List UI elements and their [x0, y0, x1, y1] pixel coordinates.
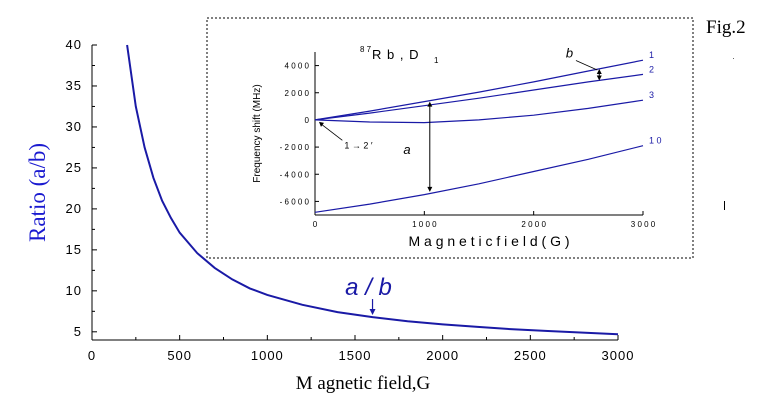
- b-arrow-head-bottom: [596, 75, 602, 81]
- main-y-tick-label: 40: [66, 37, 82, 52]
- inset-y-tick-label: 4 0 0 0: [285, 62, 310, 71]
- a-arrow-head-bottom: [427, 186, 433, 192]
- a-arrow-head-top: [427, 101, 433, 107]
- main-x-tick-label: 3000: [602, 348, 635, 363]
- main-y-tick-label: 25: [66, 160, 82, 175]
- inset-x-tick-label: 0: [313, 220, 318, 229]
- main-y-tick-label: 15: [66, 242, 82, 257]
- inset-series-label: 3: [649, 90, 654, 100]
- inset-series-line: [314, 59, 644, 121]
- main-y-axis-label: Ratio (a/b): [25, 143, 50, 242]
- inset-x-tick-label: 2 0 0 0: [521, 220, 546, 229]
- inset-y-tick-label: 2 0 0 0: [285, 89, 310, 98]
- main-x-tick-label: 2500: [514, 348, 547, 363]
- main-y-tick-label: 30: [66, 119, 82, 134]
- inset-y-tick-label: 0: [305, 116, 310, 125]
- inset-frame: [206, 17, 694, 259]
- inset-y-axis-label: Frequency shift (MHz): [252, 84, 263, 182]
- inset-series-line: [314, 145, 644, 213]
- main-chart: 0 500 1000 1500 2000 2500 3000510152025303540M…: [25, 37, 635, 394]
- inset-series-label: 1: [649, 50, 654, 60]
- main-x-tick-label: 1500: [339, 348, 372, 363]
- inset-series-label: 1 0: [649, 136, 662, 146]
- inset-x-axis-label: M a g n e t i c f i e l d ( G ): [408, 233, 569, 249]
- main-x-tick-label: 2000: [426, 348, 459, 363]
- inset-x-tick-label: 1 0 0 0: [412, 220, 437, 229]
- stray-mark: [724, 201, 725, 210]
- main-x-axis-label: M agnetic field,G: [296, 373, 431, 394]
- inset-title-subscript: 1: [434, 56, 439, 65]
- inset-annotation-b-leader: [575, 60, 598, 71]
- main-x-tick-label: 0: [88, 348, 96, 363]
- inset-series-label: 2: [649, 64, 654, 74]
- main-x-tick-label: 500: [167, 348, 192, 363]
- figure-label: Fig.2: [706, 17, 746, 38]
- inset-annotation-transition-shaft: [320, 123, 343, 141]
- main-x-tick-label: 1000: [251, 348, 284, 363]
- inset-annotation-b: b: [566, 46, 573, 61]
- annotation-arrow-head: [369, 309, 376, 316]
- inset-y-tick-label: - 6 0 0 0: [280, 197, 310, 206]
- annotation-a-over-b: a / b: [345, 274, 392, 301]
- main-y-tick-label: 10: [66, 283, 82, 298]
- b-arrow-head-top: [596, 68, 602, 74]
- inset-annotation-a: a: [403, 142, 410, 157]
- stray-dot: [733, 58, 734, 59]
- inset-y-tick-label: - 4 0 0 0: [280, 170, 310, 179]
- inset-series-line: [314, 73, 644, 121]
- inset-title-superscript: 8 7: [360, 45, 372, 54]
- inset-annotation-transition-head: [319, 121, 324, 127]
- inset-title: R b , D: [372, 47, 419, 62]
- inset-annotation-transition: 1 → 2 ′: [344, 140, 373, 150]
- main-y-tick-label: 5: [74, 324, 82, 339]
- inset-y-tick-label: - 2 0 0 0: [280, 143, 310, 152]
- main-y-tick-label: 35: [66, 78, 82, 93]
- inset-chart: 0 1 0 0 0 2 0 0 0 3 0 0 0 - 6 0 0 0 - 4 0 0 0…: [252, 45, 662, 249]
- inset-x-tick-label: 3 0 0 0: [631, 220, 656, 229]
- inset-series-line: [314, 99, 644, 124]
- main-y-tick-label: 20: [66, 201, 82, 216]
- main-series-line: [126, 44, 619, 336]
